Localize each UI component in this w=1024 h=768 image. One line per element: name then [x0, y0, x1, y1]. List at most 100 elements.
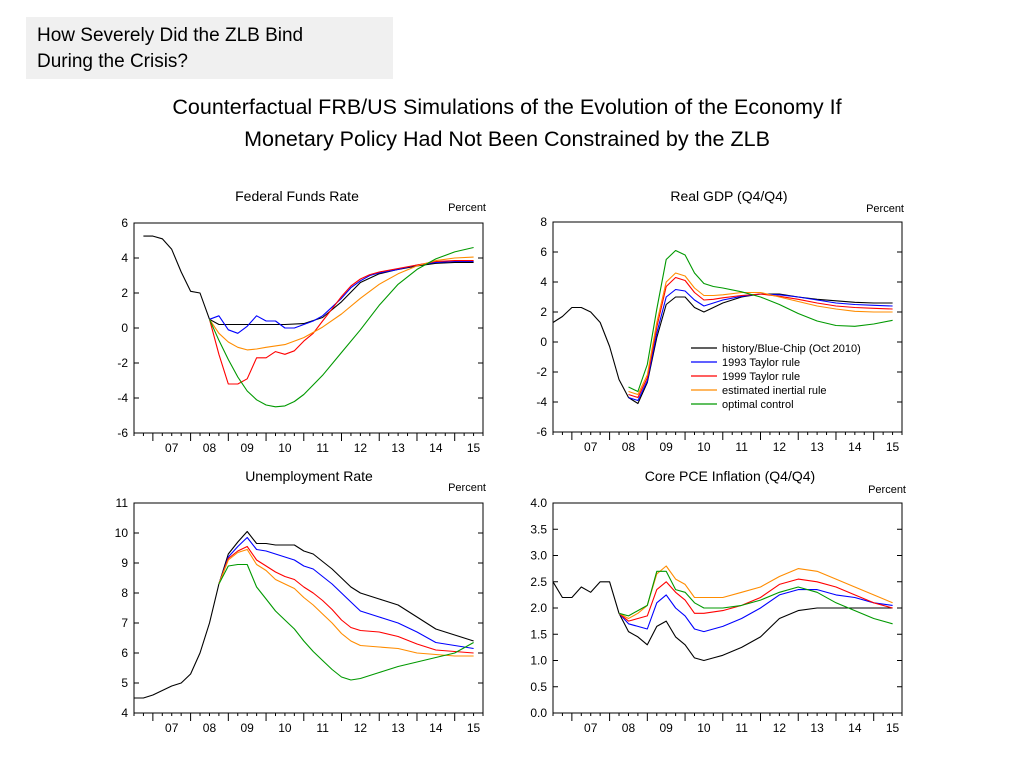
chart0-x-tick-label: 08	[203, 441, 217, 455]
chart0-x-tick-label: 12	[354, 441, 368, 455]
section-title-line2: During the Crisis?	[37, 51, 188, 72]
chart0-y-tick-label: 6	[121, 216, 128, 230]
chart0-y-tick-label: 4	[121, 251, 128, 265]
unemployment-rate-chart: Unemployment Rate Percent 11 10 9 8 7 6 5 4 07 08 09…	[115, 468, 486, 735]
chart2-x-tick-label: 09	[241, 721, 255, 735]
chart0-x-tick-label: 10	[278, 441, 292, 455]
chart2-plot-frame	[133, 502, 484, 714]
chart1-x-tick-label: 10	[697, 440, 711, 454]
chart1-x-tick-label: 15	[886, 440, 900, 454]
chart3-x-tick-label: 13	[810, 721, 824, 735]
chart3-y-tick-label: 1.0	[530, 654, 547, 668]
chart3-unit-label: Percent	[868, 484, 906, 496]
chart2-x-tick-label: 08	[203, 721, 217, 735]
chart0-x-tick-label: 14	[429, 441, 443, 455]
chart1-series-line-1999-taylor-rule	[628, 276, 893, 399]
chart1-y-tick-label: 8	[540, 215, 547, 229]
chart2-unit-label: Percent	[448, 482, 486, 494]
chart3-y-tick-label: 0.0	[530, 706, 547, 720]
core-pce-inflation-chart: Core PCE Inflation (Q4/Q4) Percent 4.0 3.5 3…	[530, 468, 906, 735]
chart1-x-tick-label: 11	[735, 440, 748, 454]
chart0-series-line-1	[209, 260, 474, 334]
chart1-y-tick-label: 4	[540, 275, 547, 289]
chart1-x-tick-label: 14	[848, 440, 862, 454]
chart2-y-tick-label: 6	[121, 646, 128, 660]
chart0-x-tick-label: 13	[391, 441, 405, 455]
chart1-x-tick-label: 07	[584, 440, 598, 454]
chart2-y-tick-label: 8	[121, 586, 128, 600]
chart3-x-tick-label: 10	[697, 721, 711, 735]
legend-label-1993-taylor-rule: 1993 Taylor rule	[722, 357, 800, 369]
chart2-y-tick-label: 9	[121, 556, 128, 570]
chart0-series-line-0	[143, 235, 474, 326]
section-title: How Severely Did the ZLB Bind During the…	[37, 23, 377, 75]
chart1-y-tick-label: 2	[540, 305, 547, 319]
chart2-title: Unemployment Rate	[245, 468, 373, 484]
section-title-box: How Severely Did the ZLB Bind During the…	[26, 17, 393, 79]
chart3-series-line-2	[618, 578, 893, 622]
chart3-x-tick-label: 14	[848, 721, 862, 735]
chart2-y-tick-label: 4	[121, 706, 128, 720]
chart3-y-tick-label: 3.5	[530, 522, 547, 536]
legend-label-optimal-control: optimal control	[722, 399, 794, 411]
chart3-series-line-4	[618, 570, 893, 625]
chart0-x-tick-label: 15	[467, 441, 481, 455]
chart2-x-tick-label: 10	[278, 721, 292, 735]
chart0-title: Federal Funds Rate	[235, 188, 359, 204]
chart0-y-tick-label: -2	[117, 356, 128, 370]
chart3-y-tick-label: 3.0	[530, 549, 547, 563]
chart0-series-line-4	[208, 246, 474, 408]
chart3-y-tick-label: 1.5	[530, 627, 547, 641]
slide-title: Counterfactual FRB/US Simulations of the…	[0, 91, 1014, 155]
chart1-unit-label: Percent	[866, 203, 904, 215]
chart0-x-tick-label: 07	[165, 441, 179, 455]
chart0-x-tick-label: 09	[241, 441, 255, 455]
chart2-y-tick-label: 10	[115, 526, 129, 540]
chart1-series-line-1993-taylor-rule	[628, 288, 893, 402]
chart2-x-tick-label: 07	[165, 721, 179, 735]
chart3-y-tick-label: 2.0	[530, 601, 547, 615]
chart3-y-tick-label: 2.5	[530, 575, 547, 589]
chart0-y-tick-label: 0	[121, 321, 128, 335]
chart3-title: Core PCE Inflation (Q4/Q4)	[645, 468, 815, 484]
chart1-y-tick-label: 0	[540, 335, 547, 349]
chart2-series-line-0	[134, 530, 474, 699]
chart0-unit-label: Percent	[448, 202, 486, 214]
chart1-series-line-estimated-inertial-rule	[628, 272, 893, 396]
chart2-series-line-2	[218, 545, 474, 654]
chart3-y-tick-label: 4.0	[530, 496, 547, 510]
chart2-y-tick-label: 11	[116, 496, 129, 510]
chart1-series-line-optimal-control	[628, 249, 893, 393]
chart3-x-tick-label: 11	[735, 721, 748, 735]
chart3-x-tick-label: 15	[886, 721, 900, 735]
chart0-x-tick-label: 11	[316, 441, 329, 455]
chart2-x-tick-label: 12	[354, 721, 368, 735]
federal-funds-rate-chart: Federal Funds Rate Percent 6 4 2 0 -2 -4 -6 07 08 0…	[117, 188, 486, 455]
chart1-y-tick-label: -2	[536, 365, 547, 379]
slide-title-line2: Monetary Policy Had Not Been Constrained…	[244, 127, 770, 151]
chart1-x-tick-label: 08	[622, 440, 636, 454]
chart0-y-tick-label: 2	[121, 286, 128, 300]
chart2-x-tick-label: 13	[391, 721, 405, 735]
chart0-plot-frame	[133, 222, 484, 434]
chart1-plot-frame	[552, 221, 903, 433]
section-title-line1: How Severely Did the ZLB Bind	[37, 25, 304, 46]
chart3-x-tick-label: 08	[622, 721, 636, 735]
chart2-series-line-3	[218, 548, 474, 657]
chart1-x-tick-label: 09	[660, 440, 674, 454]
chart2-series-line-4	[218, 563, 474, 681]
chart1-x-tick-label: 12	[773, 440, 787, 454]
chart2-series-line-1	[218, 536, 474, 650]
chart3-x-tick-label: 07	[584, 721, 598, 735]
chart3-y-tick-label: 0.5	[530, 680, 547, 694]
chart2-x-tick-label: 14	[429, 721, 443, 735]
real-gdp-chart: Real GDP (Q4/Q4) Percent 8 6 4 2 0 -2 -4 -6 07 08 09…	[536, 188, 904, 454]
chart3-series-line-1	[618, 589, 893, 633]
chart0-y-tick-label: -6	[117, 426, 128, 440]
chart0-y-tick-label: -4	[117, 391, 128, 405]
chart2-x-tick-label: 11	[316, 721, 329, 735]
chart1-y-tick-label: 6	[540, 245, 547, 259]
chart2-y-tick-label: 7	[121, 616, 128, 630]
chart3-x-tick-label: 09	[660, 721, 674, 735]
slide-title-line1: Counterfactual FRB/US Simulations of the…	[172, 95, 842, 119]
